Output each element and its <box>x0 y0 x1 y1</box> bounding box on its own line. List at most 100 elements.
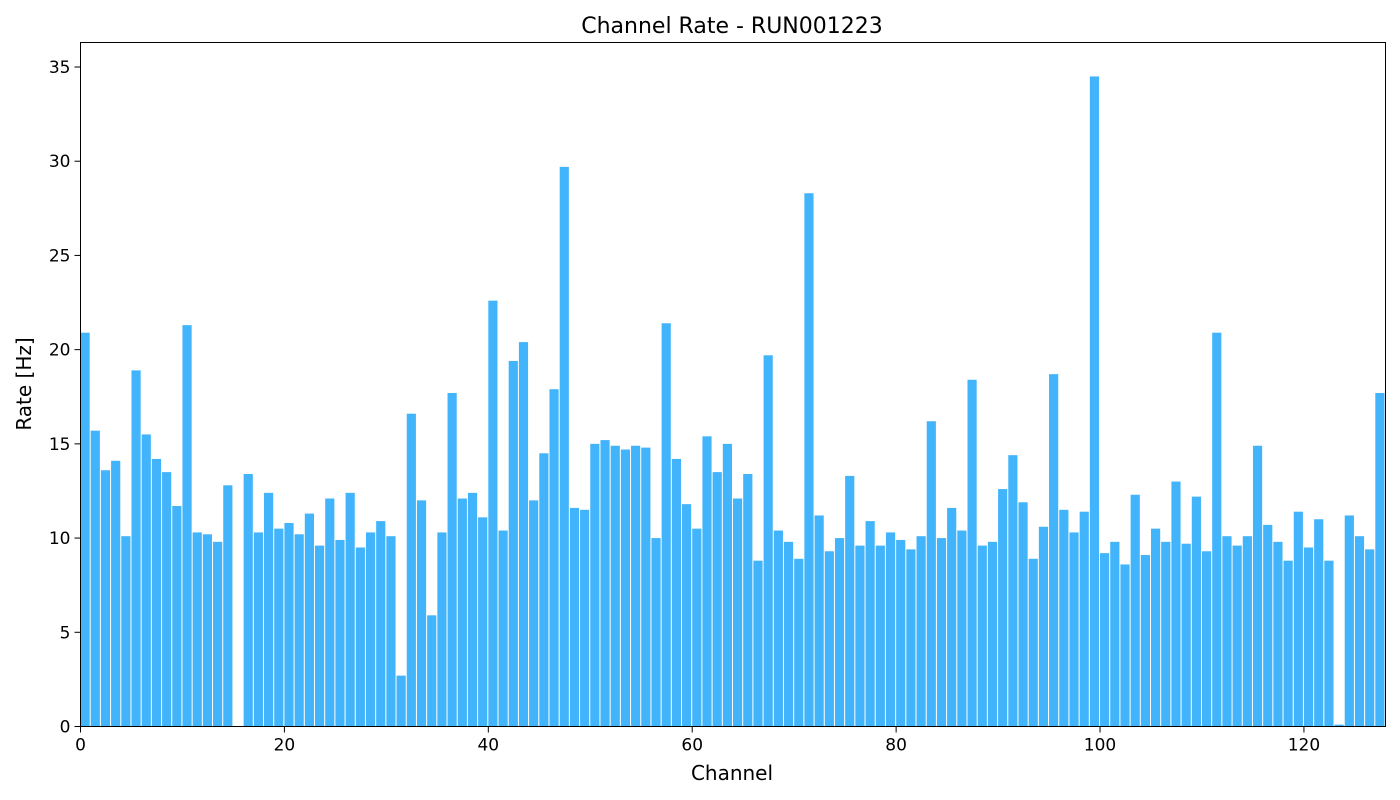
bar-channel-86 <box>957 530 967 727</box>
bar-channel-25 <box>335 539 345 727</box>
bars-group <box>80 76 1385 727</box>
bar-channel-8 <box>162 472 172 727</box>
bar-channel-77 <box>865 521 875 727</box>
bar-channel-79 <box>885 532 896 727</box>
bar-channel-30 <box>386 536 396 727</box>
bar-channel-82 <box>916 536 926 727</box>
bar-channel-40 <box>488 300 498 727</box>
bar-channel-75 <box>845 475 855 727</box>
bar-channel-22 <box>304 513 314 727</box>
bar-channel-9 <box>172 506 182 727</box>
bar-channel-32 <box>406 413 416 727</box>
bar-channel-36 <box>447 392 457 727</box>
bar-channel-49 <box>580 509 590 727</box>
bar-channel-122 <box>1324 560 1334 727</box>
bar-channel-87 <box>967 379 977 727</box>
bar-channel-76 <box>855 545 865 727</box>
bar-channel-59 <box>682 504 692 727</box>
bar-channel-127 <box>1375 392 1385 727</box>
bar-channel-111 <box>1212 332 1222 727</box>
bar-channel-123 <box>1334 724 1344 727</box>
bar-channel-98 <box>1079 511 1089 727</box>
bar-channel-118 <box>1283 560 1293 727</box>
y-tick-label-15: 15 <box>49 435 71 455</box>
x-axis-label: Channel <box>691 761 773 785</box>
bar-channel-65 <box>743 474 753 727</box>
x-tick-label-120: 120 <box>1288 736 1320 756</box>
bar-channel-95 <box>1049 374 1059 727</box>
bar-channel-90 <box>998 489 1008 727</box>
plot-frame <box>80 42 1386 727</box>
bar-channel-119 <box>1293 511 1303 727</box>
bar-channel-53 <box>620 449 631 727</box>
bar-channel-84 <box>936 538 947 727</box>
bar-channel-117 <box>1273 541 1283 727</box>
x-tick-label-0: 0 <box>75 736 86 756</box>
bar-channel-7 <box>151 458 162 727</box>
bar-channel-57 <box>661 323 671 727</box>
bar-channel-18 <box>264 492 274 727</box>
bar-channel-92 <box>1018 502 1028 727</box>
bar-channel-68 <box>773 530 783 727</box>
bar-channel-56 <box>651 538 661 727</box>
x-tick-label-100: 100 <box>1084 736 1116 756</box>
bar-channel-60 <box>692 528 702 727</box>
bar-channel-125 <box>1354 536 1365 727</box>
bar-channel-103 <box>1130 494 1140 727</box>
bar-channel-45 <box>539 453 549 727</box>
bar-channel-74 <box>834 538 845 727</box>
bar-channel-112 <box>1222 536 1232 727</box>
bar-channel-93 <box>1028 558 1038 727</box>
bar-channel-78 <box>875 545 885 727</box>
bar-channel-110 <box>1201 551 1212 727</box>
bar-channel-50 <box>590 443 600 727</box>
bar-channel-28 <box>365 532 376 727</box>
bar-channel-46 <box>549 389 559 727</box>
y-tick-label-5: 5 <box>60 623 71 643</box>
bar-channel-35 <box>437 532 447 727</box>
bar-channel-96 <box>1059 509 1069 727</box>
bar-channel-6 <box>141 434 151 727</box>
bar-channel-17 <box>253 532 263 727</box>
bar-channel-33 <box>416 500 427 727</box>
bar-channel-70 <box>794 558 804 727</box>
y-axis-label: Rate [Hz] <box>12 337 36 430</box>
bar-channel-13 <box>213 541 223 727</box>
bar-channel-38 <box>467 492 478 727</box>
y-tick-label-10: 10 <box>49 529 71 549</box>
bar-channel-41 <box>498 530 508 727</box>
bar-channel-19 <box>274 528 284 727</box>
bar-channel-64 <box>733 498 743 727</box>
x-tick-label-40: 40 <box>477 736 499 756</box>
bar-channel-120 <box>1303 547 1314 727</box>
y-tick-label-35: 35 <box>49 58 71 78</box>
bar-channel-99 <box>1089 76 1100 727</box>
bar-channel-89 <box>987 541 998 727</box>
x-axis-ticks: 0 20 40 60 80 100 120 <box>75 726 1320 756</box>
bar-channel-71 <box>804 193 814 727</box>
bar-channel-21 <box>294 534 304 727</box>
bar-channel-97 <box>1069 532 1079 727</box>
bar-channel-108 <box>1181 543 1191 727</box>
bar-channel-4 <box>121 536 131 727</box>
y-tick-label-20: 20 <box>49 341 71 361</box>
bar-channel-0 <box>80 332 90 727</box>
x-tick-label-60: 60 <box>681 736 703 756</box>
bar-channel-16 <box>243 474 253 727</box>
bar-channel-14 <box>223 485 233 727</box>
bar-channel-55 <box>641 447 651 727</box>
bar-channel-61 <box>702 436 712 727</box>
bar-channel-29 <box>376 521 386 727</box>
bar-channel-116 <box>1263 524 1273 727</box>
bar-channel-24 <box>325 498 335 727</box>
bar-channel-104 <box>1140 555 1150 727</box>
bar-channel-3 <box>111 460 121 727</box>
bar-channel-124 <box>1344 515 1354 727</box>
bar-channel-72 <box>814 515 824 727</box>
bar-channel-5 <box>131 370 141 727</box>
bar-channel-44 <box>529 500 539 727</box>
y-axis-ticks: 0 5 10 15 20 25 30 35 <box>49 58 81 738</box>
bar-channel-2 <box>100 470 111 727</box>
bar-channel-105 <box>1151 528 1161 727</box>
